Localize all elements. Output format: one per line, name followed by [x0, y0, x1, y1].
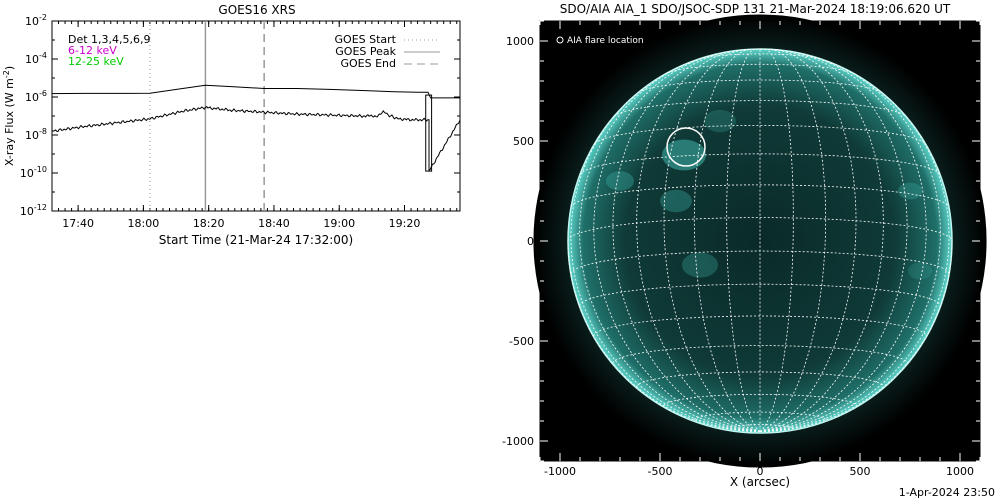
goes-xtick-label: 18:00: [128, 217, 160, 230]
energy-label-12-25: 12-25 keV: [68, 55, 124, 68]
goes-x-axis: 17:40 18:00 18:20 18:40 19:00 19:20: [51, 21, 458, 230]
grid-line: [636, 50, 761, 432]
footer-timestamp: 1-Apr-2024 23:50: [899, 486, 995, 499]
aia-ytick-label: 0: [527, 235, 534, 248]
goes-y-axis: 10-2 10-4 10-6 10-8 10-10 10-12: [20, 13, 460, 218]
flare-location-circle: [666, 127, 706, 167]
goes-legend-label: GOES End: [340, 57, 396, 70]
aia-xtick-label: 0: [757, 465, 764, 478]
grid-line: [726, 48, 761, 432]
goes-ytick-label: 10-6: [25, 89, 47, 104]
grid-line: [759, 53, 927, 432]
goes-flux-line: [51, 105, 461, 172]
goes-flux-series: [51, 84, 461, 172]
legend-circle-icon: [556, 36, 564, 44]
active-region: [660, 189, 692, 213]
grid-line: [570, 184, 950, 207]
grid-line: [759, 48, 794, 432]
grid-line: [593, 315, 927, 337]
goes-gap-box: [425, 94, 433, 172]
grid-line: [593, 53, 761, 432]
grid-line: [759, 51, 908, 432]
goes-ytick-label: 10-12: [20, 203, 47, 218]
goes-x-axis-label: Start Time (21-Mar-24 17:32:00): [159, 233, 353, 247]
goes-xtick-label: 17:40: [62, 217, 94, 230]
grid-line: [613, 100, 907, 117]
goes-ytick-label: 10-8: [25, 127, 47, 142]
goes-ytick-label: 10-2: [25, 13, 47, 28]
grid-line: [663, 49, 761, 432]
goes-legend-label: GOES Peak: [335, 45, 396, 58]
flare-location-marker: [666, 127, 706, 167]
grid-line: [759, 49, 857, 432]
aia-x-axis: -1000 -500 0 500 1000: [539, 21, 981, 478]
grid-line: [759, 48, 827, 432]
active-region: [606, 171, 634, 191]
grid-line: [612, 51, 761, 432]
aia-image-panel: SDO/AIA AIA_1 SDO/JSOC-SDP 131 21-Mar-20…: [502, 2, 987, 489]
active-region: [662, 139, 706, 171]
aia-ytick-label: 1000: [506, 35, 534, 48]
active-region: [898, 182, 922, 200]
goes-ytick-label: 10-10: [20, 165, 47, 180]
goes-xtick-label: 19:00: [323, 217, 355, 230]
active-region: [682, 252, 718, 278]
aia-ytick-label: -500: [509, 335, 534, 348]
goes-chart-title: GOES16 XRS: [218, 3, 295, 17]
grid-line: [693, 48, 761, 432]
active-region: [704, 109, 736, 133]
goes-xtick-label: 19:20: [389, 217, 421, 230]
aia-xtick-label: -500: [648, 465, 673, 478]
aia-ytick-label: 500: [513, 135, 534, 148]
active-region: [908, 262, 932, 280]
active-regions: [580, 109, 932, 280]
detector-label: Det 1,3,4,5,6,9: [68, 33, 151, 46]
grid-line: [579, 153, 941, 175]
grid-line: [579, 59, 761, 432]
goes-y-axis-label: X-ray Flux (W m-2): [2, 66, 16, 166]
aia-chart-title: SDO/AIA AIA_1 SDO/JSOC-SDP 131 21-Mar-20…: [560, 2, 951, 16]
aia-x-axis-label: X (arcsec): [730, 475, 790, 489]
grid-line: [570, 84, 761, 432]
goes-xtick-label: 18:40: [258, 217, 290, 230]
grid-line: [594, 125, 926, 144]
grid-line: [759, 84, 950, 432]
solar-disk: [568, 49, 952, 433]
aia-xtick-label: 1000: [946, 465, 974, 478]
heliographic-grid: [567, 48, 953, 432]
grid-line: [759, 50, 884, 432]
grid-line: [759, 59, 941, 432]
energy-label-6-12: 6-12 keV: [68, 44, 117, 57]
goes-legend-label: GOES Start: [335, 33, 397, 46]
aia-xtick-label: -1000: [544, 465, 576, 478]
grid-line: [736, 48, 784, 51]
aia-xtick-label: 500: [850, 465, 871, 478]
goes-event-lines: [149, 21, 265, 211]
goes-ytick-label: 10-4: [25, 51, 47, 66]
aia-legend-label: AIA flare location: [567, 36, 644, 46]
grid-line: [693, 411, 827, 421]
goes-xtick-label: 18:20: [193, 217, 225, 230]
aia-ytick-label: -1000: [502, 435, 534, 448]
sun-disk: [533, 14, 987, 468]
goes-flux-line: [51, 84, 460, 99]
goes-xrs-chart: GOES16 XRS 10-2 10-4 10-6 10-8 10-10 10-12 17…: [2, 3, 461, 247]
grid-line: [667, 63, 853, 74]
aia-y-axis: 1000 500 0 -500 -1000: [502, 20, 980, 462]
